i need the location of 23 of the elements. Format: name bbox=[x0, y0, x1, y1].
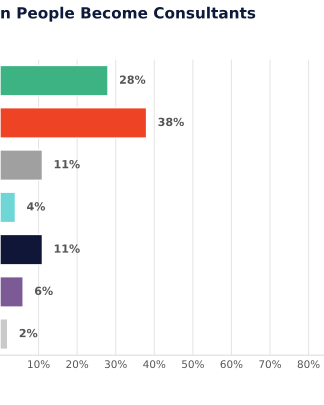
data-label: 28% bbox=[120, 75, 146, 84]
bar bbox=[0, 64, 109, 97]
x-tick-label: 80% bbox=[298, 360, 320, 368]
data-label: 6% bbox=[34, 286, 53, 296]
data-label: 38% bbox=[158, 118, 184, 126]
bar bbox=[0, 191, 16, 224]
x-tick-label: 30% bbox=[104, 360, 127, 368]
x-tick-label: 40% bbox=[143, 360, 166, 368]
chart-title: n People Become Consultants bbox=[1, 6, 256, 22]
bar bbox=[0, 106, 148, 139]
data-label: 4% bbox=[27, 202, 46, 211]
bar bbox=[0, 234, 44, 266]
x-tick-label: 70% bbox=[259, 360, 281, 368]
data-label: 11% bbox=[54, 160, 80, 168]
x-tick-label: 50% bbox=[182, 360, 204, 368]
x-tick-label: 20% bbox=[66, 360, 88, 368]
data-label: 2% bbox=[20, 328, 38, 338]
bar bbox=[0, 149, 44, 182]
bar bbox=[0, 276, 24, 308]
x-tick-label: 60% bbox=[220, 360, 242, 368]
x-tick-label: 10% bbox=[28, 360, 50, 368]
bar bbox=[0, 318, 8, 350]
data-label: 11% bbox=[54, 244, 80, 253]
